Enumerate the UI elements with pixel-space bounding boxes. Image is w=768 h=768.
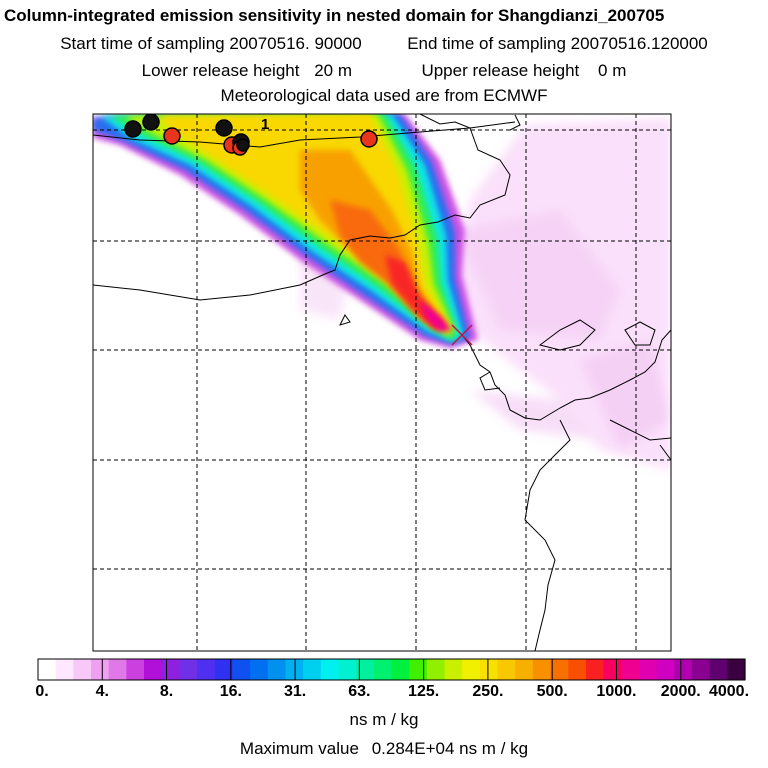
- colorbar-swatch: [444, 659, 463, 680]
- colorbar-swatch: [674, 659, 693, 680]
- maximum-value: 0.284E+04 ns m / kg: [371, 739, 529, 758]
- colorbar-swatch: [303, 659, 322, 680]
- marker-red-dot: [163, 127, 181, 145]
- colorbar-tick-label: 1000.: [596, 683, 637, 700]
- colorbar-tick-label: 8.: [159, 683, 174, 700]
- colorbar-swatch: [391, 659, 410, 680]
- colorbar-swatch: [250, 659, 269, 680]
- colorbar-swatch: [338, 659, 357, 680]
- plume-layer-yellow: [160, 114, 450, 332]
- colorbar-swatch: [267, 659, 287, 680]
- colorbar-swatch: [568, 659, 587, 680]
- colorbar-swatch: [356, 659, 375, 680]
- colorbar-tick-label: 31.: [283, 683, 307, 700]
- upper-height-label: Upper release height: [421, 61, 580, 80]
- colorbar-swatch: [197, 659, 216, 680]
- plume: [93, 114, 478, 348]
- receptor-x-icon: [451, 324, 473, 346]
- start-time-label: Start time of sampling: [60, 34, 225, 53]
- colorbar: [38, 659, 746, 680]
- end-time-label: End time of sampling: [407, 34, 566, 53]
- colorbar-swatch: [108, 659, 127, 680]
- met-data-line: Meteorological data used are from ECMWF: [220, 86, 548, 105]
- maximum-value-label: Maximum value: [239, 739, 359, 758]
- lat-lon-grid: [93, 114, 671, 651]
- sensitivity-field: 1: [93, 114, 671, 651]
- colorbar-swatch: [38, 659, 57, 680]
- colorbar-swatch: [550, 659, 569, 680]
- colorbar-swatch: [373, 659, 393, 680]
- lower-height-label: Lower release height: [141, 61, 300, 80]
- marker-red-dot: [360, 130, 378, 148]
- colorbar-swatch: [621, 659, 640, 680]
- start-time-value: 20070516. 90000: [229, 34, 362, 53]
- plot-title: Column-integrated emission sensitivity i…: [4, 6, 665, 25]
- colorbar-units: ns m / kg: [349, 710, 419, 729]
- map-frame: [92, 113, 672, 652]
- colorbar-swatch: [727, 659, 746, 680]
- colorbar-tick-label: 125.: [408, 683, 440, 700]
- colorbar-swatch: [285, 659, 304, 680]
- colorbar-swatch: [320, 659, 340, 680]
- colorbar-swatch: [161, 659, 181, 680]
- colorbar-swatch: [426, 659, 446, 680]
- colorbar-swatch: [409, 659, 428, 680]
- colorbar-swatch: [126, 659, 145, 680]
- colorbar-swatch: [532, 659, 552, 680]
- colorbar-major-ticks: [37, 659, 746, 680]
- lower-height-value: 20 m: [314, 61, 352, 80]
- colorbar-tick-label: 16.: [219, 683, 242, 700]
- plume-layer-magenta: [420, 300, 452, 332]
- sampling-time-line: Start time of sampling 20070516. 90000 E…: [0, 34, 768, 54]
- colorbar-swatch: [144, 659, 163, 680]
- upper-height-value: 0 m: [598, 61, 627, 80]
- marker-black-dot: [124, 120, 142, 138]
- colorbar-tick-label: 500.: [536, 683, 568, 700]
- release-height-line: Lower release height 20 m Upper release …: [0, 61, 768, 81]
- colorbar-swatch: [179, 659, 198, 680]
- maximum-value-line: Maximum value 0.284E+04 ns m / kg: [0, 739, 768, 759]
- colorbar-swatch: [709, 659, 728, 680]
- marker-black-dot: [215, 119, 233, 137]
- colorbar-tick-label: 2000.: [660, 683, 701, 700]
- colorbar-swatch: [603, 659, 622, 680]
- coastlines: [93, 114, 671, 651]
- colorbar-swatch: [232, 659, 251, 680]
- colorbar-swatch: [638, 659, 658, 680]
- colorbar-swatch: [462, 659, 481, 680]
- colorbar-swatch: [691, 659, 711, 680]
- colorbar-swatch: [585, 659, 605, 680]
- colorbar-swatch: [91, 659, 110, 680]
- marker-black-dot: [236, 138, 250, 152]
- colorbar-tick-label: 4.: [95, 683, 109, 700]
- colorbar-tick-label: 250.: [472, 683, 504, 700]
- colorbar-swatch: [73, 659, 92, 680]
- marker-black-dot: [142, 114, 160, 131]
- colorbar-tick-label: 0.: [35, 683, 49, 700]
- colorbar-swatch: [479, 659, 499, 680]
- colorbar-tick-label: 4000.: [708, 683, 750, 700]
- release-markers: [124, 114, 378, 156]
- colorbar-swatch: [214, 659, 234, 680]
- colorbar-swatch: [656, 659, 675, 680]
- colorbar-swatch: [497, 659, 516, 680]
- colorbar-swatch: [515, 659, 534, 680]
- contour-label: 1: [261, 116, 269, 133]
- end-time-value: 20070516.120000: [570, 34, 708, 53]
- colorbar-tick-label: 63.: [348, 683, 371, 700]
- colorbar-swatch: [55, 659, 74, 680]
